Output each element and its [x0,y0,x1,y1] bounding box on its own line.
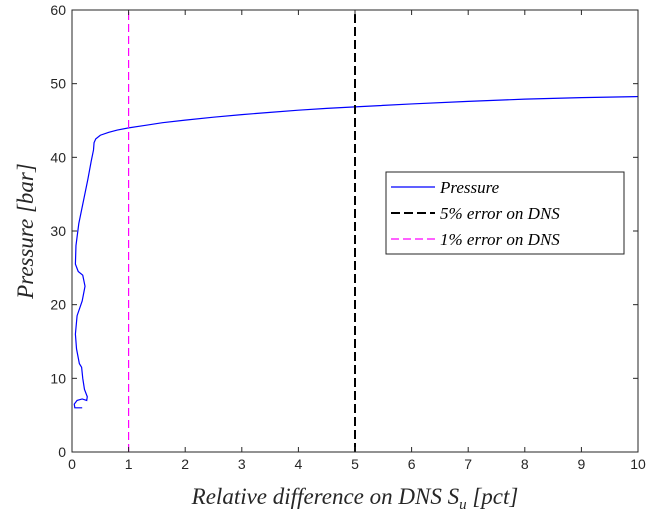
x-tick-label: 2 [181,456,189,472]
x-tick-label: 4 [295,456,303,472]
x-tick-label: 10 [630,456,646,472]
y-tick-label: 30 [50,223,66,239]
y-tick-label: 20 [50,297,66,313]
legend-label-pressure: Pressure [439,178,500,197]
y-tick-label: 10 [50,370,66,386]
y-tick-label: 0 [58,444,66,460]
y-tick-label: 50 [50,76,66,92]
x-tick-label: 1 [125,456,133,472]
x-tick-label: 7 [464,456,472,472]
series-line-pressure [73,95,639,409]
axes [71,9,639,453]
x-tick-label: 8 [521,456,529,472]
legend-label-5-error-on-dns: 5% error on DNS [440,204,560,223]
y-tick-label: 60 [50,2,66,18]
tick-labels: 0 1 2 3 4 5 6 7 8 9 10 0 10 20 30 40 50 60 [50,2,646,472]
x-tick-label: 6 [408,456,416,472]
y-axis-title: Pressure [bar] [13,163,38,300]
legend-label-1-error-on-dns: 1% error on DNS [440,230,560,249]
x-tick-label: 3 [238,456,246,472]
x-tick-label: 0 [68,456,76,472]
legend: Pressure 5% error on DNS 1% error on DNS [385,171,625,255]
x-axis-title: Relative difference on DNS Su [pct] [191,484,519,513]
y-tick-label: 40 [50,149,66,165]
x-tick-label: 9 [578,456,586,472]
x-tick-label: 5 [351,456,359,472]
chart-marks [73,10,639,452]
